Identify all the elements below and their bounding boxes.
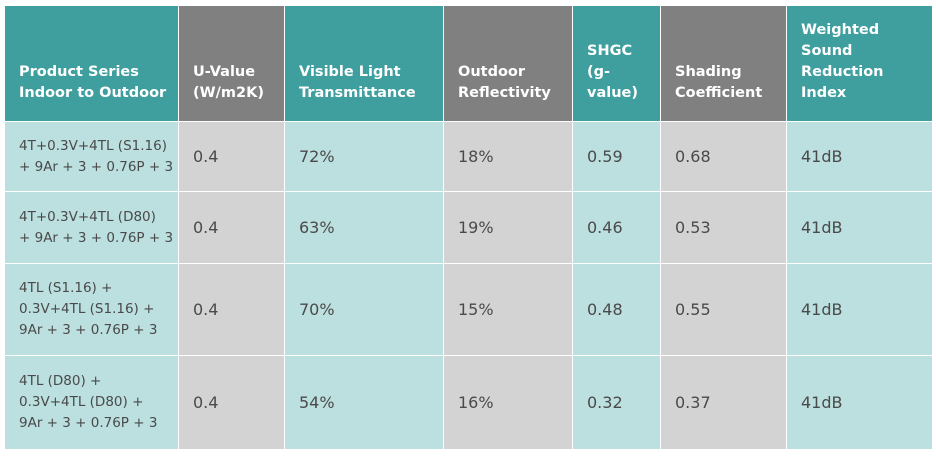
cell-product-series: 4T+0.3V+4TL (S1.16) + 9Ar + 3 + 0.76P + … xyxy=(4,121,179,192)
cell-outdoor-reflectivity: 15% xyxy=(443,263,573,356)
header-line: Coefficient xyxy=(675,85,763,101)
cell-outdoor-reflectivity: 16% xyxy=(443,355,573,450)
table-row: 4TL (S1.16) + 0.3V+4TL (S1.16) + 9Ar + 3… xyxy=(4,263,933,356)
cell-product-series: 4TL (D80) + 0.3V+4TL (D80) + 9Ar + 3 + 0… xyxy=(4,355,179,450)
cell-shading-coefficient: 0.55 xyxy=(660,263,787,356)
series-line: + 9Ar + 3 + 0.76P + 3 xyxy=(19,158,174,175)
cell-sound-reduction: 41dB xyxy=(786,355,933,450)
cell-sound-reduction: 41dB xyxy=(786,191,933,264)
header-line: (W/m2K) xyxy=(193,85,264,101)
header-line: value) xyxy=(587,85,638,101)
header-line: Sound xyxy=(801,43,853,59)
cell-shgc: 0.59 xyxy=(572,121,661,192)
header-u-value: U-Value (W/m2K) xyxy=(178,5,285,122)
series-line: 4T+0.3V+4TL (S1.16) xyxy=(19,137,167,154)
header-sound-reduction: Weighted Sound Reduction Index xyxy=(786,5,933,122)
header-line: Reduction xyxy=(801,64,884,80)
cell-visible-light: 72% xyxy=(284,121,444,192)
cell-product-series: 4T+0.3V+4TL (D80) + 9Ar + 3 + 0.76P + 3 xyxy=(4,191,179,264)
table-row: 4TL (D80) + 0.3V+4TL (D80) + 9Ar + 3 + 0… xyxy=(4,355,933,450)
cell-shading-coefficient: 0.37 xyxy=(660,355,787,450)
header-line: U-Value xyxy=(193,64,256,80)
header-shading-coefficient: Shading Coefficient xyxy=(660,5,787,122)
series-line: 0.3V+4TL (S1.16) + xyxy=(19,301,155,317)
cell-outdoor-reflectivity: 18% xyxy=(443,121,573,192)
cell-shading-coefficient: 0.68 xyxy=(660,121,787,192)
cell-outdoor-reflectivity: 19% xyxy=(443,191,573,264)
series-line: 4TL (D80) + xyxy=(19,373,102,389)
cell-u-value: 0.4 xyxy=(178,191,285,264)
series-line: 4T+0.3V+4TL (D80) xyxy=(19,208,156,225)
header-line: Visible Light xyxy=(299,64,401,80)
header-product-series: Product Series Indoor to Outdoor xyxy=(4,5,179,122)
header-line: Indoor to Outdoor xyxy=(19,85,167,101)
header-line: Product Series xyxy=(19,64,139,80)
glass-spec-table: Product Series Indoor to Outdoor U-Value… xyxy=(4,5,933,450)
table-header-row: Product Series Indoor to Outdoor U-Value… xyxy=(4,5,933,122)
cell-visible-light: 54% xyxy=(284,355,444,450)
series-line: 4TL (S1.16) + xyxy=(19,280,113,296)
cell-visible-light: 63% xyxy=(284,191,444,264)
header-line: Outdoor xyxy=(458,64,526,80)
cell-sound-reduction: 41dB xyxy=(786,263,933,356)
cell-shgc: 0.32 xyxy=(572,355,661,450)
cell-shgc: 0.46 xyxy=(572,191,661,264)
cell-u-value: 0.4 xyxy=(178,355,285,450)
cell-visible-light: 70% xyxy=(284,263,444,356)
header-line: Weighted xyxy=(801,22,880,38)
table-row: 4T+0.3V+4TL (D80) + 9Ar + 3 + 0.76P + 3 … xyxy=(4,191,933,264)
series-line: 0.3V+4TL (D80) + xyxy=(19,394,144,410)
header-line: Index xyxy=(801,85,847,101)
header-line: Shading xyxy=(675,64,742,80)
series-line: + 9Ar + 3 + 0.76P + 3 xyxy=(19,229,174,246)
series-line: 9Ar + 3 + 0.76P + 3 xyxy=(19,415,158,431)
table-row: 4T+0.3V+4TL (S1.16) + 9Ar + 3 + 0.76P + … xyxy=(4,121,933,192)
header-line: Reflectivity xyxy=(458,85,551,101)
header-shgc: SHGC (g- value) xyxy=(572,5,661,122)
cell-sound-reduction: 41dB xyxy=(786,121,933,192)
header-outdoor-reflectivity: Outdoor Reflectivity xyxy=(443,5,573,122)
series-line: 9Ar + 3 + 0.76P + 3 xyxy=(19,322,158,338)
header-line: SHGC xyxy=(587,43,633,59)
header-line: Transmittance xyxy=(299,85,416,101)
cell-product-series: 4TL (S1.16) + 0.3V+4TL (S1.16) + 9Ar + 3… xyxy=(4,263,179,356)
cell-shading-coefficient: 0.53 xyxy=(660,191,787,264)
cell-u-value: 0.4 xyxy=(178,121,285,192)
cell-u-value: 0.4 xyxy=(178,263,285,356)
cell-shgc: 0.48 xyxy=(572,263,661,356)
header-visible-light: Visible Light Transmittance xyxy=(284,5,444,122)
header-line: (g- xyxy=(587,64,611,80)
